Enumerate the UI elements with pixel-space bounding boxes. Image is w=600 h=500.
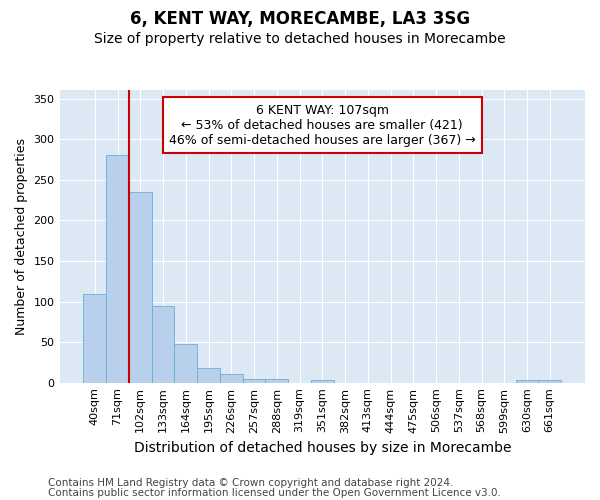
Text: Contains HM Land Registry data © Crown copyright and database right 2024.: Contains HM Land Registry data © Crown c… (48, 478, 454, 488)
X-axis label: Distribution of detached houses by size in Morecambe: Distribution of detached houses by size … (134, 441, 511, 455)
Bar (515, 380, 538, 382)
Text: Contains public sector information licensed under the Open Government Licence v3: Contains public sector information licen… (48, 488, 501, 498)
Bar (538, 380, 561, 382)
Bar (106, 154, 129, 382)
Bar (175, 344, 197, 382)
Text: 6, KENT WAY, MORECAMBE, LA3 3SG: 6, KENT WAY, MORECAMBE, LA3 3SG (130, 10, 470, 28)
Y-axis label: Number of detached properties: Number of detached properties (15, 138, 28, 335)
Bar (242, 378, 265, 382)
Bar (311, 380, 334, 382)
Bar (265, 378, 288, 382)
Text: Size of property relative to detached houses in Morecambe: Size of property relative to detached ho… (94, 32, 506, 46)
Bar (129, 192, 152, 382)
Bar (220, 374, 242, 382)
Bar (152, 306, 175, 382)
Bar (197, 368, 220, 382)
Text: 6 KENT WAY: 107sqm
← 53% of detached houses are smaller (421)
46% of semi-detach: 6 KENT WAY: 107sqm ← 53% of detached hou… (169, 104, 476, 146)
Bar (83, 294, 106, 382)
